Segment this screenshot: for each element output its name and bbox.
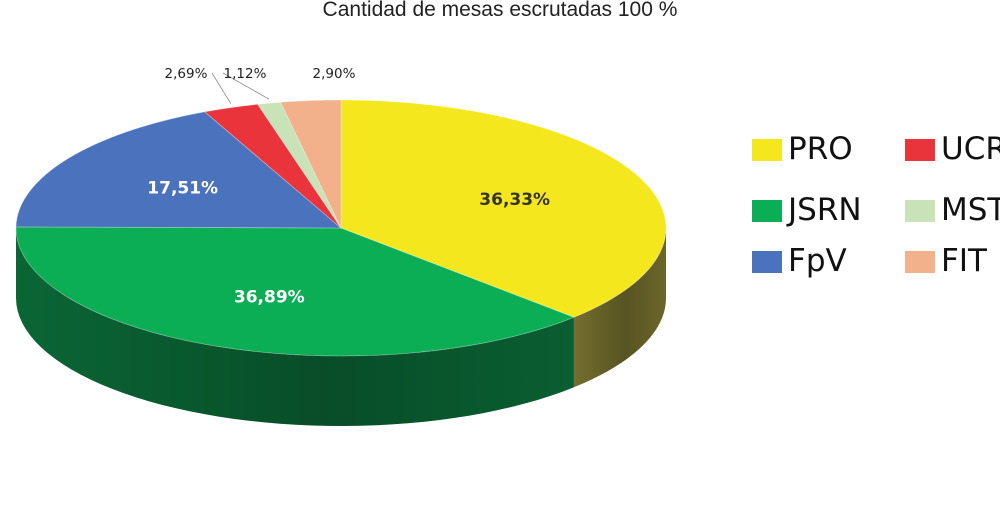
legend-item-fpv: FpV <box>752 246 847 277</box>
data-label-jsrn: 36,89% <box>234 288 305 308</box>
pie-side-shade-jsrn <box>16 228 574 426</box>
data-label-fit: 2,90% <box>313 66 356 82</box>
pie-sides <box>16 228 666 426</box>
leader-line-ucr <box>211 72 232 104</box>
data-label-fpv: 17,51% <box>147 179 218 199</box>
legend-item-mst: MST <box>905 195 1000 226</box>
legend-label-fpv: FpV <box>788 243 847 279</box>
legend-swatch-pro <box>752 138 782 161</box>
legend-label-ucr: UCR <box>941 131 1000 167</box>
data-label-ucr: 2,69% <box>165 66 208 82</box>
legend-item-fit: FIT <box>905 246 987 277</box>
data-label-mst: 1,12% <box>224 66 267 82</box>
chart-title: Cantidad de mesas escrutadas 100 % <box>322 0 678 21</box>
pie-slice-pro <box>340 99 667 318</box>
legend-swatch-fit <box>905 250 935 273</box>
pie-slice-fpv <box>15 111 343 229</box>
legend-label-fit: FIT <box>941 243 987 279</box>
legend-item-jsrn: JSRN <box>752 195 862 226</box>
legend-item-pro: PRO <box>752 134 853 165</box>
pie-slice-mst <box>256 101 342 229</box>
pie-labels: 36,33% 36,89% 17,51% 2,69% 1,12% 2,90% <box>147 66 550 308</box>
legend-label-mst: MST <box>941 192 1000 228</box>
pie-tops <box>15 99 667 357</box>
legend-swatch-mst <box>905 199 935 222</box>
legend-label-pro: PRO <box>788 131 853 167</box>
legend-swatch-ucr <box>905 138 935 161</box>
pie-slice-jsrn <box>15 226 575 357</box>
legend-label-jsrn: JSRN <box>788 192 862 228</box>
legend-item-ucr: UCR <box>905 134 1000 165</box>
pie-slice-fit <box>279 99 342 229</box>
legend-swatch-jsrn <box>752 199 782 222</box>
pie-side-shade-pro <box>573 228 666 388</box>
pie-slice-ucr <box>203 103 342 229</box>
legend-swatch-fpv <box>752 250 782 273</box>
data-label-pro: 36,33% <box>479 190 550 210</box>
leader-line-mst <box>222 72 270 100</box>
